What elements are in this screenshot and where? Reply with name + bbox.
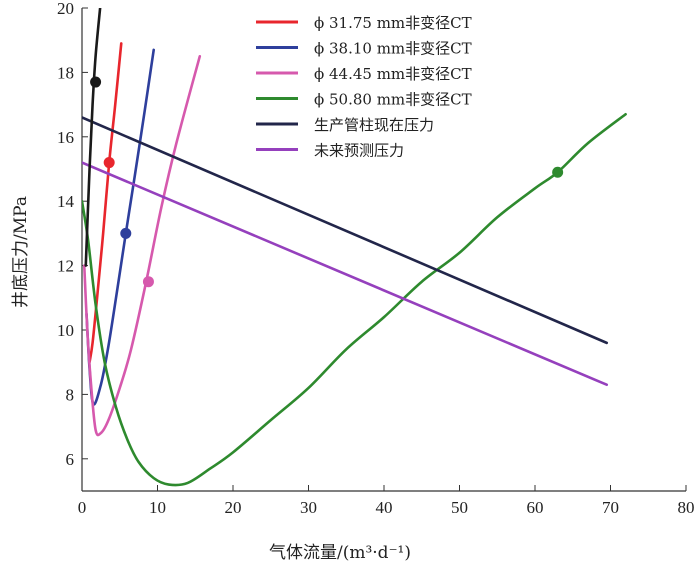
y-tick-label: 16 bbox=[57, 128, 74, 147]
series-marker-2 bbox=[142, 276, 154, 288]
axes: 0 10 20 30 40 50 60 70 80 6 8 10 12 14 16 18 20 bbox=[57, 0, 695, 517]
legend-label-0: ϕ 31.75 mm非变径CT bbox=[314, 14, 472, 32]
y-tick-label: 8 bbox=[66, 385, 75, 404]
y-tick-label: 14 bbox=[57, 192, 75, 211]
x-tick-label: 80 bbox=[678, 498, 695, 517]
y-tick-label: 18 bbox=[57, 63, 74, 82]
x-tick-label: 0 bbox=[78, 498, 87, 517]
legend: ϕ 31.75 mm非变径CT ϕ 38.10 mm非变径CT ϕ 44.45 mm… bbox=[256, 14, 472, 160]
series-layer bbox=[82, 8, 627, 487]
x-tick-label: 30 bbox=[300, 498, 317, 517]
y-axis-title: 井底压力/MPa bbox=[11, 196, 31, 308]
legend-label-5: 未来预测压力 bbox=[314, 142, 404, 160]
y-tick-label: 12 bbox=[57, 257, 74, 276]
x-tick-label: 40 bbox=[376, 498, 393, 517]
y-tick-label: 20 bbox=[57, 0, 74, 18]
series-marker-6 bbox=[90, 76, 102, 88]
x-tick-label: 50 bbox=[451, 498, 468, 517]
x-tick-label: 20 bbox=[225, 498, 242, 517]
y-tick-label: 10 bbox=[57, 321, 74, 340]
x-tick-label: 60 bbox=[527, 498, 544, 517]
series-line-3 bbox=[82, 112, 627, 487]
series-line-5 bbox=[82, 161, 609, 387]
y-tick-label: 6 bbox=[66, 450, 75, 469]
x-tick-label: 70 bbox=[602, 498, 619, 517]
series-marker-0 bbox=[103, 157, 115, 169]
series-line-4 bbox=[82, 116, 609, 345]
legend-label-1: ϕ 38.10 mm非变径CT bbox=[314, 40, 472, 58]
series-marker-3 bbox=[552, 166, 564, 178]
legend-label-2: ϕ 44.45 mm非变径CT bbox=[314, 65, 472, 83]
legend-label-3: ϕ 50.80 mm非变径CT bbox=[314, 91, 472, 109]
series-line-6 bbox=[84, 8, 102, 267]
series-line-0 bbox=[88, 42, 123, 364]
x-tick-label: 10 bbox=[149, 498, 166, 517]
series-line-1 bbox=[85, 48, 156, 406]
series-marker-1 bbox=[120, 227, 132, 239]
series-line-2 bbox=[82, 55, 202, 437]
legend-label-4: 生产管柱现在压力 bbox=[314, 116, 434, 134]
x-axis-title: 气体流量/(m³·d⁻¹) bbox=[269, 543, 411, 563]
